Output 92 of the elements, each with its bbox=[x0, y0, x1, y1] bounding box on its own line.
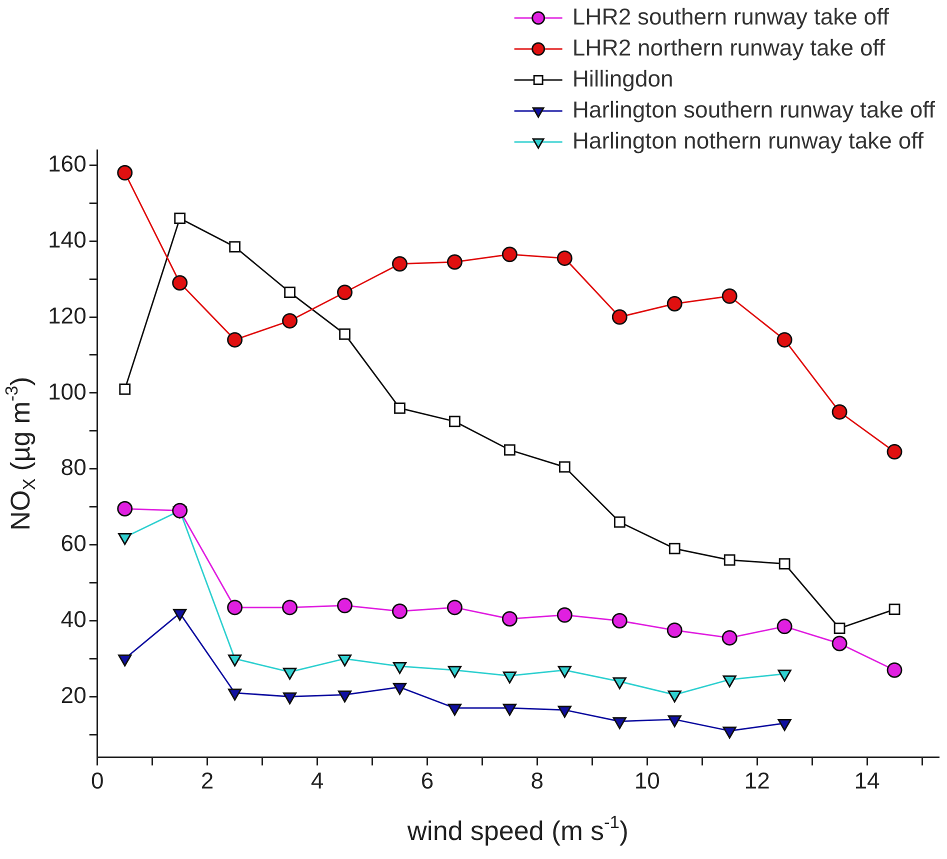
point bbox=[612, 717, 626, 730]
legend-label: Harlington nothern runway take off bbox=[572, 127, 924, 154]
x-tick-label: 2 bbox=[200, 768, 214, 794]
point bbox=[229, 241, 241, 253]
point bbox=[722, 288, 738, 304]
point bbox=[556, 250, 572, 266]
point bbox=[338, 654, 352, 666]
y-tick-label: 60 bbox=[60, 530, 86, 556]
point bbox=[119, 383, 131, 395]
x-tick-label: 8 bbox=[530, 768, 544, 794]
point bbox=[558, 461, 570, 473]
point bbox=[722, 726, 736, 739]
y-tick-label: 140 bbox=[48, 226, 86, 252]
point bbox=[666, 622, 682, 638]
y-tick-label: 40 bbox=[60, 606, 86, 632]
point bbox=[668, 690, 682, 703]
point bbox=[337, 598, 353, 614]
point bbox=[886, 444, 902, 460]
x-tick-label: 12 bbox=[744, 768, 770, 794]
point bbox=[502, 704, 517, 716]
point bbox=[666, 296, 682, 312]
point bbox=[832, 636, 848, 652]
point bbox=[722, 630, 738, 646]
point bbox=[446, 600, 462, 616]
point bbox=[614, 516, 626, 528]
point bbox=[117, 165, 133, 181]
point bbox=[504, 444, 516, 456]
point bbox=[502, 611, 518, 627]
point bbox=[392, 662, 407, 674]
point bbox=[446, 254, 462, 270]
point bbox=[392, 682, 407, 695]
point bbox=[776, 618, 792, 634]
point bbox=[502, 246, 518, 262]
legend-label: Hillingdon bbox=[572, 65, 674, 92]
point bbox=[778, 670, 792, 682]
point bbox=[886, 662, 902, 678]
point bbox=[449, 416, 460, 428]
point bbox=[172, 275, 188, 291]
point bbox=[227, 332, 243, 348]
point bbox=[722, 675, 736, 688]
point bbox=[778, 718, 792, 731]
point bbox=[668, 715, 682, 728]
point bbox=[556, 607, 572, 623]
point bbox=[172, 502, 188, 518]
legend-label: LHR2 northern runway take off bbox=[572, 34, 886, 60]
legend-label: Harlington southern runway take off bbox=[572, 96, 936, 122]
point bbox=[448, 704, 462, 716]
point bbox=[337, 284, 353, 300]
x-tick-label: 14 bbox=[854, 768, 880, 794]
point bbox=[228, 654, 242, 666]
point bbox=[612, 612, 628, 628]
point bbox=[392, 603, 408, 619]
legend-label: LHR2 southern runway take off bbox=[572, 3, 890, 30]
point bbox=[338, 690, 352, 703]
point bbox=[834, 622, 846, 634]
point bbox=[282, 600, 298, 616]
point bbox=[282, 668, 297, 680]
y-tick-label: 120 bbox=[48, 302, 86, 328]
y-tick-label: 80 bbox=[60, 454, 86, 480]
point bbox=[173, 608, 187, 621]
x-tick-label: 6 bbox=[420, 768, 434, 794]
point bbox=[668, 542, 680, 554]
point bbox=[174, 212, 186, 224]
point bbox=[448, 666, 462, 678]
point bbox=[888, 604, 900, 616]
point bbox=[612, 677, 626, 690]
point bbox=[284, 286, 296, 298]
point bbox=[228, 688, 242, 701]
point bbox=[778, 558, 790, 570]
point bbox=[118, 532, 132, 545]
point bbox=[832, 404, 848, 420]
point bbox=[117, 500, 133, 516]
point bbox=[558, 706, 572, 718]
x-tick-label: 4 bbox=[310, 768, 324, 794]
point bbox=[394, 402, 406, 414]
point bbox=[502, 672, 517, 684]
point bbox=[392, 256, 408, 272]
point bbox=[227, 600, 243, 616]
y-tick-label: 20 bbox=[60, 682, 86, 708]
x-tick-label: 10 bbox=[634, 768, 660, 794]
point bbox=[776, 332, 792, 348]
point bbox=[724, 554, 736, 566]
point bbox=[282, 692, 297, 704]
point bbox=[282, 313, 298, 329]
point bbox=[118, 654, 132, 666]
y-axis-title: NOX (µg m-3) bbox=[1, 376, 39, 531]
point bbox=[339, 328, 350, 340]
point bbox=[612, 309, 628, 325]
x-tick-label: 0 bbox=[90, 768, 104, 794]
y-tick-label: 100 bbox=[48, 378, 86, 404]
y-tick-label: 160 bbox=[48, 150, 86, 177]
point bbox=[558, 666, 572, 678]
